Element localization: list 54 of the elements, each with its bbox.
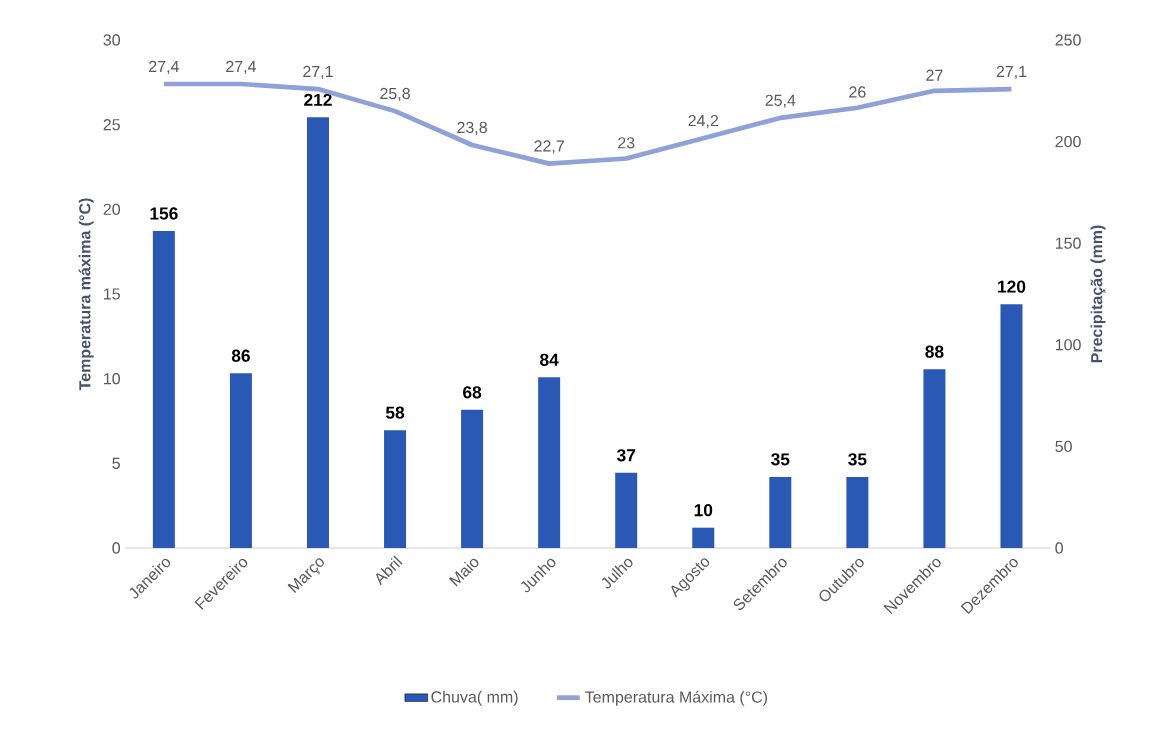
y-tick-label: 30	[103, 34, 121, 46]
y-tick-label: 25	[103, 119, 120, 131]
y-tick-label: 5	[112, 457, 120, 469]
y2-tick-label: 50	[1055, 440, 1072, 453]
y2-tick-label: 150	[1055, 237, 1081, 249]
y2-tick-label: 100	[1055, 339, 1081, 351]
y-tick-label: 15	[104, 288, 120, 300]
data-label: 84	[540, 353, 559, 366]
data-label: 22,7	[534, 140, 564, 154]
y-tick-label: 10	[104, 373, 121, 385]
bar	[692, 527, 715, 548]
line-series	[161, 81, 1014, 166]
bar	[615, 472, 638, 548]
data-label: 26	[849, 86, 866, 98]
data-label: 10	[694, 504, 713, 517]
data-label: 27,4	[226, 60, 257, 74]
bar	[923, 369, 946, 548]
data-label: 35	[848, 453, 867, 466]
bar	[306, 117, 329, 548]
y2-axis-title: Precipitação (mm)	[1090, 225, 1106, 363]
data-label: 25,4	[765, 94, 796, 108]
bar	[846, 476, 869, 548]
data-label: 88	[925, 345, 944, 358]
bar	[384, 430, 407, 548]
y2-tick-label: 200	[1055, 135, 1081, 148]
data-label: 27	[926, 69, 943, 81]
data-label: 35	[771, 453, 790, 466]
data-label: 58	[385, 406, 405, 419]
y2-tick-label: 0	[1055, 542, 1063, 554]
data-label: 23,8	[457, 121, 487, 135]
legend-label: Temperatura Máxima (°C)	[585, 690, 767, 706]
y2-tick-label: 250	[1055, 34, 1081, 46]
data-label: 68	[463, 386, 482, 399]
data-label: 37	[616, 449, 636, 462]
data-label: 27,4	[149, 60, 179, 74]
bar	[769, 476, 792, 548]
bar	[152, 231, 175, 548]
bar	[229, 373, 252, 548]
legend-label: Chuva( mm)	[431, 690, 518, 706]
y-axis-title: Temperatura máxima (°C)	[78, 198, 94, 391]
bar	[538, 377, 561, 548]
data-label: 27,1	[303, 65, 333, 80]
data-label: 27,1	[996, 65, 1027, 80]
data-label: 212	[304, 93, 332, 106]
data-label: 24,2	[688, 114, 719, 129]
bar	[1000, 304, 1023, 548]
y-tick-label: 20	[103, 203, 121, 215]
y-tick-label: 0	[112, 542, 121, 554]
data-label: 25,8	[380, 87, 410, 102]
data-label: 86	[231, 349, 250, 362]
data-label: 23	[618, 137, 635, 149]
data-label: 120	[998, 280, 1026, 293]
data-label: 156	[150, 207, 178, 220]
bar	[461, 409, 484, 548]
